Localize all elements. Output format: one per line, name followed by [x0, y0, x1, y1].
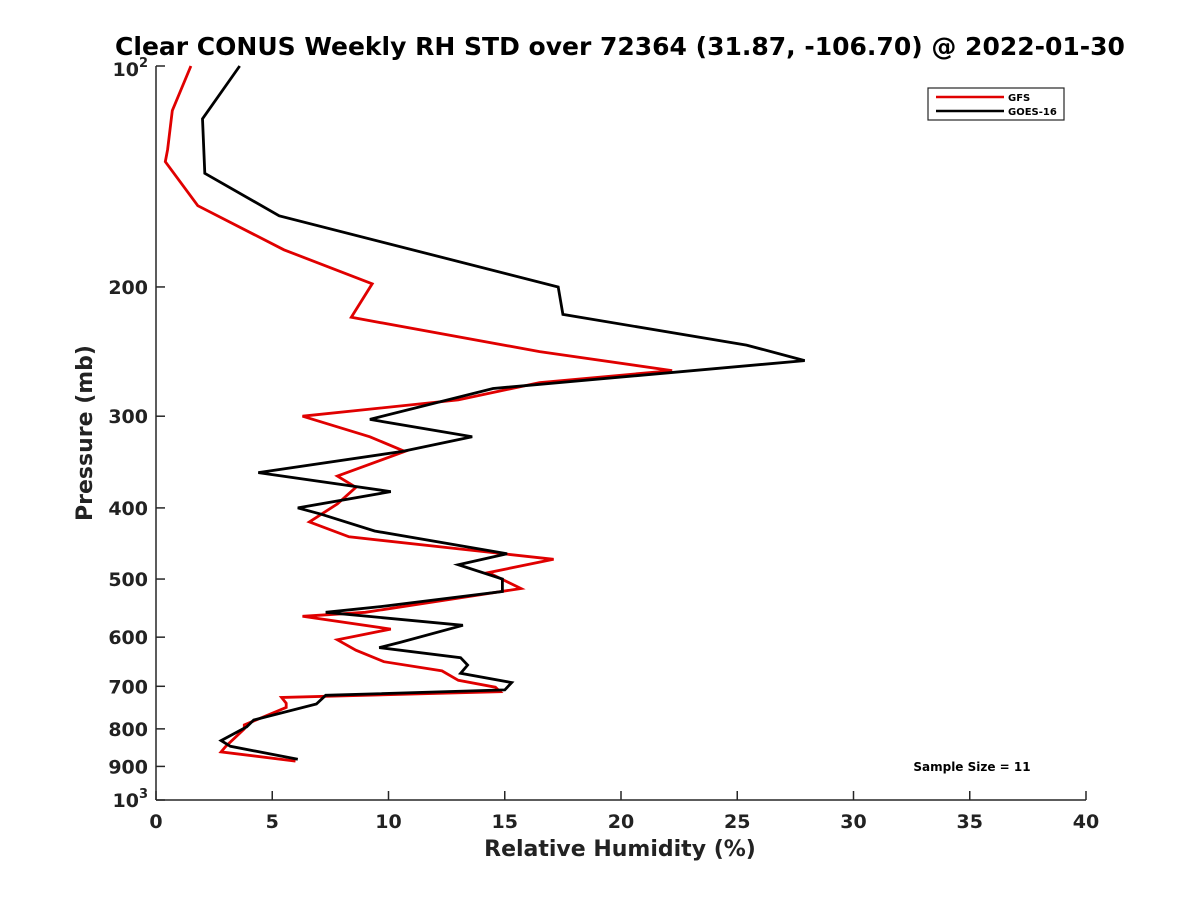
x-tick-label: 20	[608, 811, 634, 833]
x-tick-label: 25	[724, 811, 750, 833]
y-tick-label: 400	[108, 498, 148, 520]
x-tick-label: 5	[266, 811, 279, 833]
y-tick-label: 500	[108, 569, 148, 591]
y-tick-label: 800	[108, 719, 148, 741]
series-line-gfs	[163, 65, 673, 763]
legend-label-gfs: GFS	[1008, 93, 1030, 104]
series-line-goes16	[201, 65, 806, 761]
y-tick-label: 900	[108, 756, 148, 778]
x-tick-label: 30	[840, 811, 866, 833]
x-tick-label: 0	[149, 811, 162, 833]
x-tick-label: 40	[1073, 811, 1099, 833]
legend-box	[927, 87, 1065, 121]
x-axis-label: Relative Humidity (%)	[484, 837, 756, 862]
y-tick-label: 200	[108, 277, 148, 299]
y-tick-label: 600	[108, 627, 148, 649]
series-lines	[163, 65, 806, 763]
sample-size-annotation: Sample Size = 11	[913, 760, 1030, 774]
y-bottom-tick-label: 103	[113, 787, 149, 812]
y-tick-label: 700	[108, 676, 148, 698]
legend: GFS GOES-16	[927, 87, 1065, 121]
x-tick-label: 35	[957, 811, 983, 833]
x-tick-label: 10	[375, 811, 401, 833]
y-axis-label: Pressure (mb)	[73, 345, 98, 521]
legend-label-goes16: GOES-16	[1008, 107, 1057, 118]
y-top-tick-label: 102	[113, 56, 149, 81]
y-tick-label: 300	[108, 406, 148, 428]
y-ticks: 102 103 200 300 400 500 600 700 800 900	[108, 56, 165, 812]
plot-area: 0 5 10 15 20 25 30 35 40 102 103 200 300 400 500 600 70…	[108, 56, 1099, 833]
x-tick-label: 15	[492, 811, 518, 833]
chart-title: Clear CONUS Weekly RH STD over 72364 (31…	[115, 32, 1125, 61]
x-ticks: 0 5 10 15 20 25 30 35 40	[149, 791, 1099, 833]
